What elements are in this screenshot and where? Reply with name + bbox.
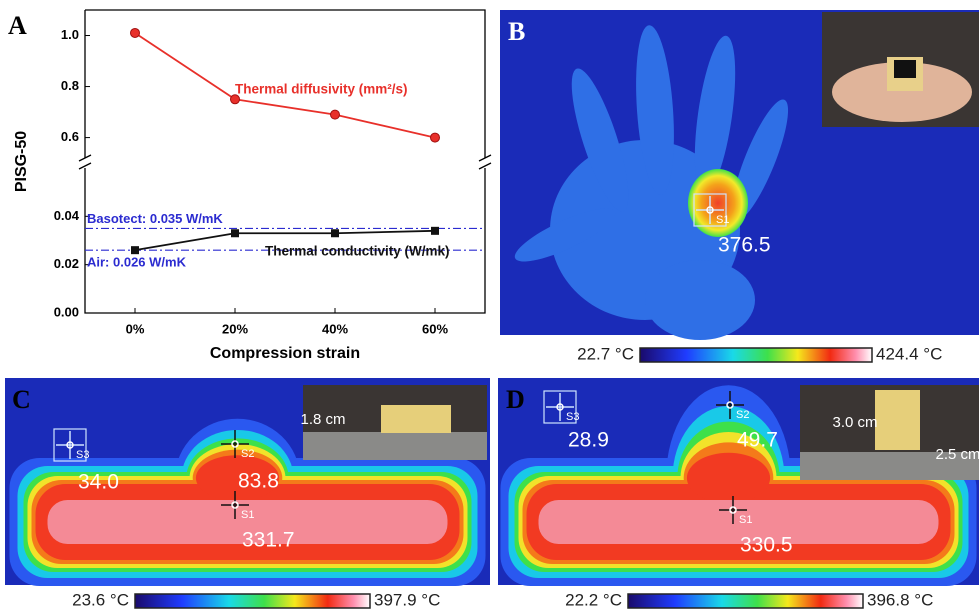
heat-bump — [687, 453, 770, 503]
figure: A 0.00 0.02 0.04 0.6 0.8 1.0 0% 20% 40% 60% Compres… — [0, 0, 979, 613]
color-bar — [640, 348, 872, 362]
data-point — [331, 229, 339, 237]
temperature-reading: 49.7 — [737, 429, 778, 452]
y-tick-label: 0.6 — [61, 129, 79, 144]
marker-label: S2 — [736, 409, 749, 421]
inset-sample — [875, 390, 920, 450]
color-bar — [135, 594, 370, 608]
scale-min: 22.2 °C — [565, 590, 622, 609]
x-axis-label: Compression strain — [210, 345, 360, 362]
panel-label: A — [8, 11, 27, 40]
dimension-label: 1.8 cm — [300, 411, 345, 428]
x-tick-label: 40% — [322, 321, 348, 336]
x-tick-label: 60% — [422, 321, 448, 336]
reference-label: Air: 0.026 W/mK — [87, 255, 187, 270]
dimension-label: 3.0 cm — [832, 414, 877, 431]
y-tick-label: 1.0 — [61, 27, 79, 42]
scale-min: 23.6 °C — [72, 590, 129, 609]
temperature-reading: 376.5 — [718, 234, 771, 257]
scale-max: 396.8 °C — [867, 590, 933, 609]
data-point — [331, 110, 340, 119]
marker-label: S3 — [566, 411, 579, 423]
scale-min: 22.7 °C — [577, 344, 634, 363]
series-label: Thermal diffusivity (mm²/s) — [235, 82, 408, 97]
inset-plate — [303, 432, 487, 460]
reference-label: Basotect: 0.035 W/mK — [87, 211, 223, 226]
x-tick-label: 0% — [126, 321, 145, 336]
panel-label: D — [506, 385, 525, 414]
inset-sample — [381, 405, 451, 433]
temperature-reading: 28.9 — [568, 429, 609, 452]
dimension-label: 2.5 cm — [935, 446, 979, 463]
color-bar — [628, 594, 863, 608]
data-point — [231, 229, 239, 237]
data-point — [131, 28, 140, 37]
data-point — [131, 246, 139, 254]
page: {"chart_data": {"type": "line", "panel_l… — [0, 0, 979, 613]
hand-part — [645, 260, 755, 340]
data-point — [431, 133, 440, 142]
x-tick-label: 20% — [222, 321, 248, 336]
temperature-reading: 330.5 — [740, 534, 793, 557]
series-label: Thermal conductivity (W/mk) — [265, 244, 450, 259]
temperature-reading: 34.0 — [78, 471, 119, 494]
y-tick-label: 0.8 — [61, 78, 79, 93]
y-tick-label: 0.04 — [54, 208, 80, 223]
temperature-reading: 83.8 — [238, 470, 279, 493]
marker-label: S1 — [716, 214, 729, 226]
data-point — [431, 227, 439, 235]
inset-sample-top — [894, 60, 916, 78]
temperature-reading: 331.7 — [242, 529, 295, 552]
y-tick-label: 0.02 — [54, 256, 79, 271]
panel-label: C — [12, 385, 31, 414]
panel-label: B — [508, 17, 525, 46]
y-axis-label: PISG-50 — [13, 131, 30, 192]
scale-max: 424.4 °C — [876, 344, 942, 363]
marker-label: S1 — [241, 509, 254, 521]
marker-label: S1 — [739, 514, 752, 526]
hot-spot — [688, 169, 748, 237]
scale-max: 397.9 °C — [374, 590, 440, 609]
y-tick-label: 0.00 — [54, 304, 79, 319]
marker-label: S3 — [76, 449, 89, 461]
thermal-image — [500, 10, 979, 340]
marker-label: S2 — [241, 448, 254, 460]
